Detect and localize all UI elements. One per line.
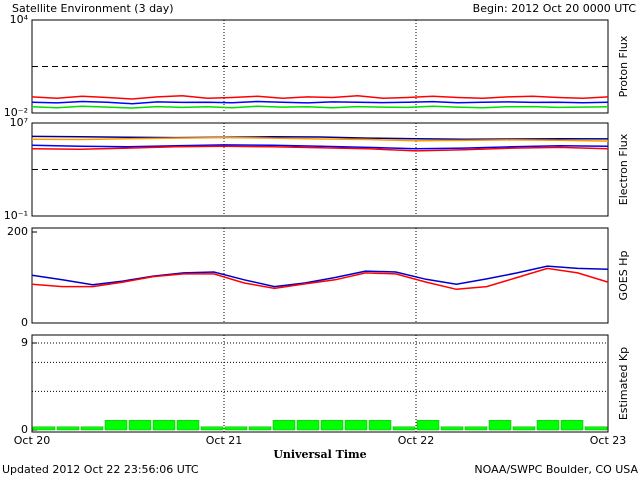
- y-axis-title: Proton Flux: [617, 35, 630, 97]
- kp-bar: [128, 420, 152, 431]
- kp-bar: [296, 420, 320, 431]
- kp-bar: [320, 420, 344, 431]
- series-line: [31, 94, 609, 100]
- x-axis-title: Universal Time: [273, 448, 366, 461]
- y-tick-label: 200: [7, 225, 28, 238]
- series-line: [31, 105, 609, 109]
- kp-bar: [392, 426, 416, 431]
- x-tick-label: Oct 22: [398, 434, 435, 447]
- kp-bar: [248, 426, 272, 431]
- series-line: [31, 144, 609, 150]
- x-tick-label: Oct 23: [590, 434, 627, 447]
- series-line: [31, 145, 609, 152]
- kp-bar: [464, 426, 488, 431]
- kp-bar: [344, 420, 368, 431]
- panel-frame: [31, 334, 609, 433]
- kp-bar: [104, 420, 128, 431]
- kp-bar: [272, 420, 296, 431]
- y-axis-title: GOES Hp: [617, 251, 630, 301]
- kp-bar: [536, 420, 560, 431]
- updated: Updated 2012 Oct 22 23:56:06 UTC: [2, 463, 199, 476]
- panel-frame: [31, 19, 609, 114]
- y-tick-label: 0: [21, 423, 28, 436]
- y-tick-label: 0: [21, 316, 28, 329]
- kp-bar: [440, 426, 464, 431]
- y-tick-label: 10⁴: [10, 13, 29, 26]
- kp-bar: [560, 420, 584, 431]
- y-tick-label: 10⁷: [10, 116, 28, 129]
- kp-bar: [176, 420, 200, 431]
- kp-bar: [224, 426, 248, 431]
- kp-bar: [152, 420, 176, 431]
- begin: Begin: 2012 Oct 20 0000 UTC: [473, 2, 637, 15]
- kp-bar: [512, 426, 536, 431]
- x-tick-label: Oct 20: [14, 434, 51, 447]
- x-tick-label: Oct 21: [206, 434, 243, 447]
- y-tick-label: 9: [21, 336, 28, 349]
- kp-bar: [488, 420, 512, 431]
- kp-bar: [584, 426, 608, 431]
- kp-bar: [56, 426, 80, 431]
- series-line: [31, 100, 609, 105]
- y-axis-title: Estimated Kp: [617, 347, 630, 420]
- y-axis-title: Electron Flux: [617, 133, 630, 205]
- kp-bar: [80, 426, 104, 431]
- kp-bar: [368, 420, 392, 431]
- kp-bar: [416, 420, 440, 431]
- y-tick-label: 10⁻²: [4, 106, 28, 119]
- credit: NOAA/SWPC Boulder, CO USA: [474, 463, 638, 476]
- series-line: [31, 265, 609, 288]
- kp-bar: [200, 426, 224, 431]
- series-line: [31, 267, 609, 291]
- title: Satellite Environment (3 day): [12, 2, 174, 15]
- series-line: [31, 135, 609, 141]
- kp-bar: [32, 426, 56, 431]
- y-tick-label: 10⁻¹: [4, 209, 28, 222]
- series-line: [31, 136, 609, 142]
